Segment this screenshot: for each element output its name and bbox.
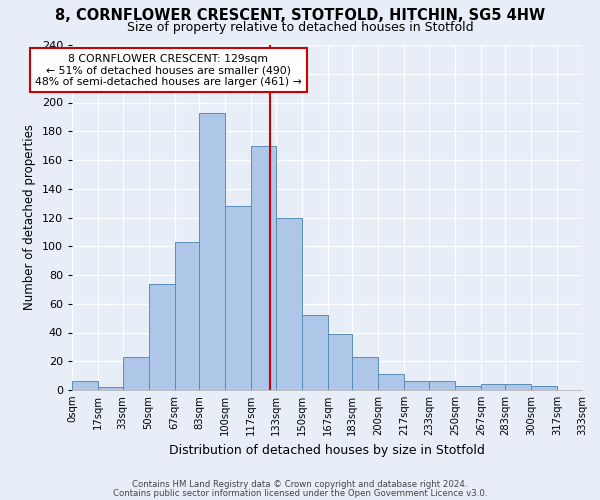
Bar (225, 206, 251, 390)
Bar (149, 284, 175, 390)
Bar (199, 112, 225, 390)
Bar (251, 146, 275, 390)
Bar (275, 218, 302, 390)
Text: Size of property relative to detached houses in Stotfold: Size of property relative to detached ho… (127, 21, 473, 34)
Text: Contains HM Land Registry data © Crown copyright and database right 2024.: Contains HM Land Registry data © Crown c… (132, 480, 468, 489)
Bar (429, 382, 455, 390)
Bar (505, 384, 532, 390)
Bar (481, 384, 505, 390)
Bar (455, 386, 481, 390)
Bar (379, 374, 404, 390)
Text: Contains public sector information licensed under the Open Government Licence v3: Contains public sector information licen… (113, 489, 487, 498)
Text: 8 CORNFLOWER CRESCENT: 129sqm
← 51% of detached houses are smaller (490)
48% of : 8 CORNFLOWER CRESCENT: 129sqm ← 51% of d… (35, 54, 302, 87)
Bar (532, 386, 557, 390)
Bar (302, 316, 328, 390)
Bar (175, 242, 199, 390)
X-axis label: Distribution of detached houses by size in Stotfold: Distribution of detached houses by size … (169, 444, 485, 456)
Bar (328, 334, 352, 390)
Y-axis label: Number of detached properties: Number of detached properties (23, 124, 36, 310)
Text: 8, CORNFLOWER CRESCENT, STOTFOLD, HITCHIN, SG5 4HW: 8, CORNFLOWER CRESCENT, STOTFOLD, HITCHI… (55, 8, 545, 22)
Bar (122, 357, 149, 390)
Bar (352, 357, 379, 390)
Bar (98, 387, 122, 390)
Bar (404, 382, 429, 390)
Bar (72, 382, 98, 390)
